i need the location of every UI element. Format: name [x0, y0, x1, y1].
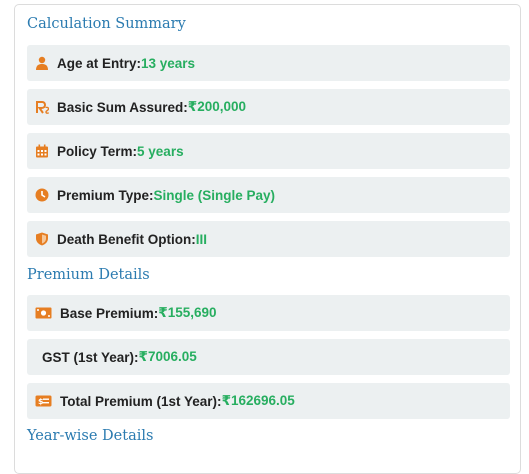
- premium-type-row: Premium Type: Single (Single Pay): [27, 177, 510, 213]
- death-benefit-option-label: Death Benefit Option:: [57, 231, 196, 247]
- calculation-summary-heading: Calculation Summary: [27, 16, 186, 32]
- gst-label: GST (1st Year):: [42, 349, 139, 365]
- svg-text:$: $: [38, 397, 44, 406]
- gst-value: ₹7006.05: [138, 349, 197, 364]
- money-icon: [35, 306, 52, 320]
- policy-term-value: 5 years: [137, 143, 184, 159]
- age-at-entry-label: Age at Entry:: [57, 55, 142, 71]
- premium-type-value: Single (Single Pay): [153, 187, 276, 203]
- base-premium-value: ₹155,690: [158, 305, 217, 320]
- premium-details-heading: Premium Details: [27, 267, 150, 283]
- policy-term-row: Policy Term: 5 years: [27, 133, 510, 169]
- age-at-entry-value: 13 years: [141, 55, 196, 71]
- basic-sum-assured-row: Basic Sum Assured: ₹200,000: [27, 89, 510, 125]
- basic-sum-assured-label: Basic Sum Assured:: [57, 99, 188, 115]
- base-premium-row: Base Premium: ₹155,690: [27, 295, 510, 331]
- age-at-entry-row: Age at Entry: 13 years: [27, 45, 510, 81]
- calendar-icon: [35, 144, 49, 158]
- calculation-summary-card: Calculation Summary Age at Entry: 13 yea…: [14, 4, 521, 474]
- policy-term-label: Policy Term:: [57, 143, 138, 159]
- user-icon: [35, 56, 49, 70]
- total-premium-row: $ Total Premium (1st Year): ₹162696.05: [27, 383, 510, 419]
- basic-sum-assured-value: ₹200,000: [187, 99, 246, 114]
- shield-icon: [35, 232, 49, 246]
- premium-type-label: Premium Type:: [57, 187, 154, 203]
- total-premium-value: ₹162696.05: [221, 393, 295, 408]
- death-benefit-option-row: Death Benefit Option: III: [27, 221, 510, 257]
- year-wise-details-heading: Year-wise Details: [27, 428, 154, 444]
- base-premium-label: Base Premium:: [60, 305, 159, 321]
- clock-icon: [35, 188, 49, 202]
- death-benefit-option-value: III: [195, 231, 208, 247]
- total-premium-label: Total Premium (1st Year):: [60, 393, 222, 409]
- bill-icon: $: [35, 394, 52, 408]
- rupee-icon: [35, 100, 49, 114]
- gst-row: GST (1st Year): ₹7006.05: [27, 339, 510, 375]
